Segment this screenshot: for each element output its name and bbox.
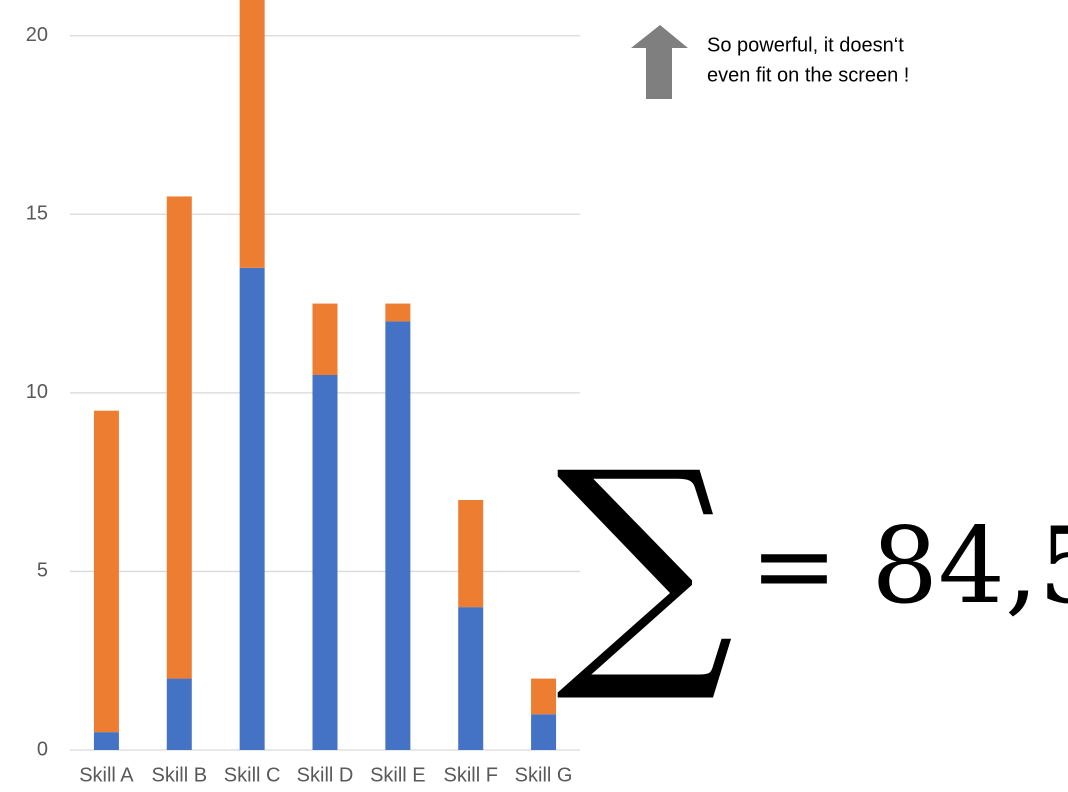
y-tick-label: 5 (37, 560, 48, 582)
bar-segment (385, 321, 411, 750)
bar-segment (239, 0, 265, 268)
x-tick-label: Skill C (224, 764, 281, 786)
bar-segment (93, 410, 119, 733)
bar-segment (166, 678, 192, 750)
y-tick-label: 10 (26, 381, 48, 403)
bar-segment (531, 678, 557, 715)
sum-text: = 84,5 (750, 505, 1068, 627)
y-tick-label: 20 (26, 24, 48, 46)
bar-segment (166, 196, 192, 679)
bar-segment (385, 303, 411, 322)
annotation-line: So powerful, it doesn‘t (707, 34, 904, 56)
bar-segment (239, 267, 265, 750)
bar-segment (531, 714, 557, 750)
bar-segment (93, 732, 119, 750)
x-tick-label: Skill D (297, 764, 354, 786)
bar-segment (312, 303, 338, 375)
x-tick-label: Skill A (79, 764, 134, 786)
bar-segment (458, 607, 484, 750)
x-tick-label: Skill G (515, 764, 573, 786)
x-tick-label: Skill E (370, 764, 426, 786)
bar-segment (458, 500, 484, 608)
bar-segment (312, 375, 338, 750)
annotation-line: even fit on the screen ! (707, 64, 909, 86)
y-tick-label: 0 (37, 738, 48, 760)
arrow-icon (631, 25, 688, 99)
y-tick-label: 15 (26, 203, 48, 225)
x-tick-label: Skill B (151, 764, 207, 786)
sum-symbol: ∑ (556, 418, 734, 709)
x-tick-label: Skill F (443, 764, 497, 786)
